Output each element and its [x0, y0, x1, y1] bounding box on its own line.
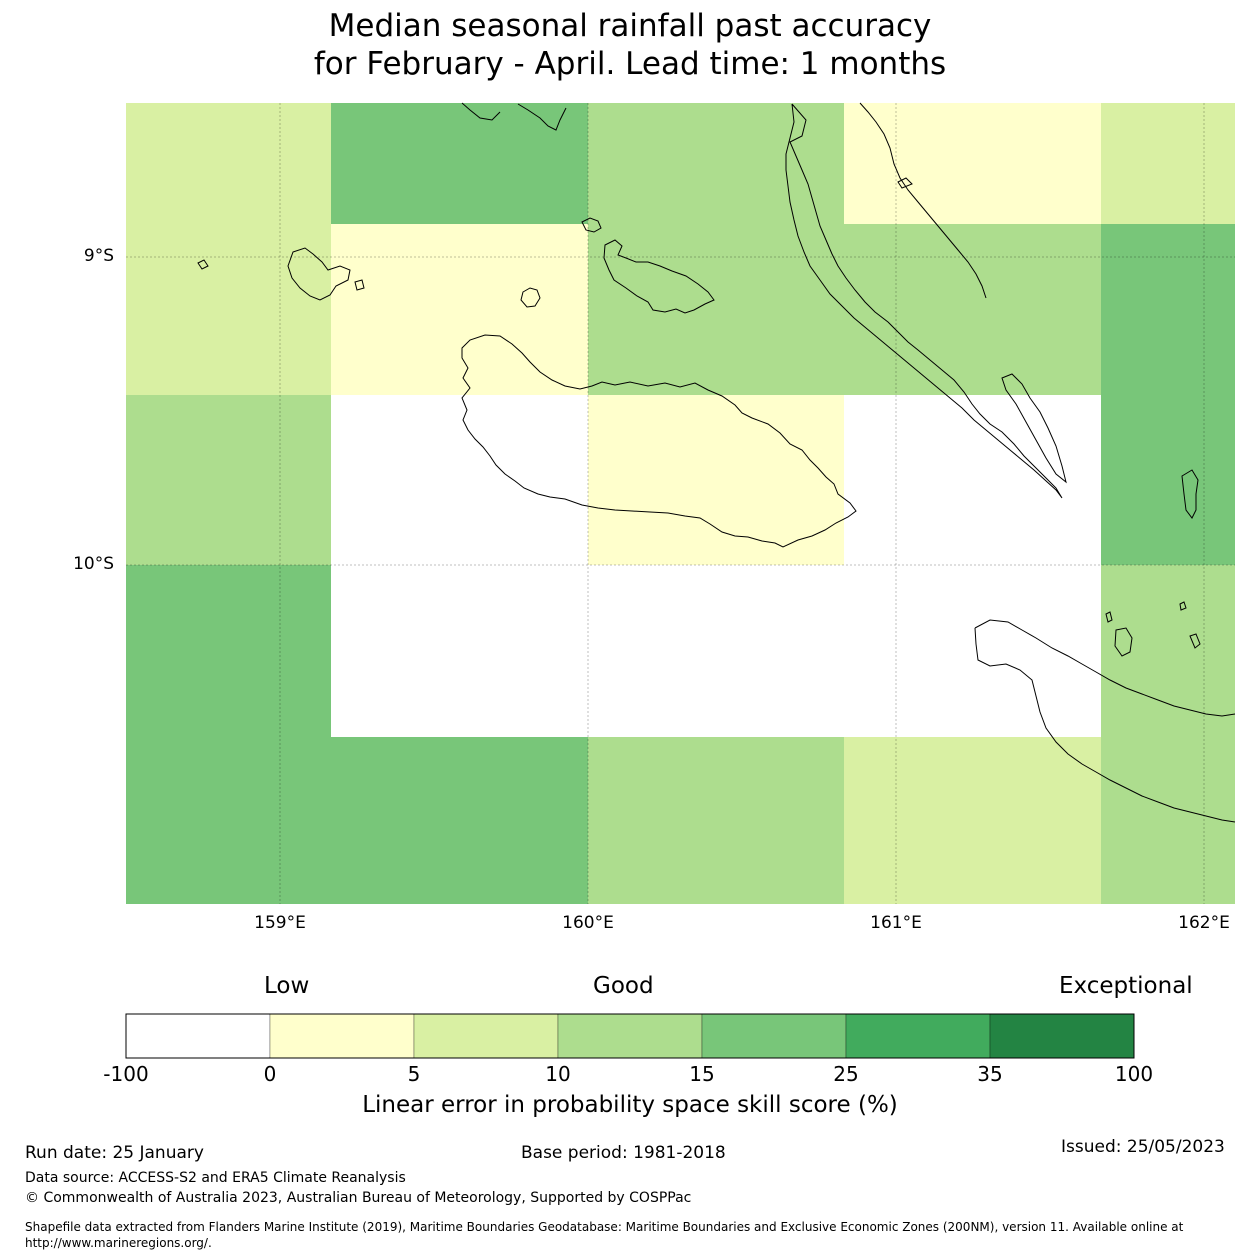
colorbar-tick-label: 100: [1114, 1062, 1154, 1086]
coastline-nggela-islet: [581, 217, 602, 233]
grid-cell: [844, 565, 1101, 737]
lon-label-159e: 159°E: [254, 913, 306, 933]
lon-label-160e: 160°E: [562, 913, 614, 933]
colorbar-swatch: [845, 1013, 991, 1059]
map-title-line1: Median seasonal rainfall past accuracy: [328, 8, 932, 44]
colorbar-swatch: [269, 1013, 415, 1059]
colorbar-tick-label: 0: [263, 1062, 277, 1086]
colorbar-tick-label: 25: [833, 1062, 859, 1086]
coastline-islet-east: [1001, 373, 1067, 484]
colorbar-swatch: [989, 1013, 1135, 1059]
coastlines: [197, 102, 1236, 823]
grid-cell: [126, 737, 331, 904]
coastline-nggela: [603, 239, 715, 314]
run-date: Run date: 25 January: [25, 1143, 204, 1163]
colorbar-tick-label: 35: [977, 1062, 1003, 1086]
colorbar-swatch: [413, 1013, 559, 1059]
grid-cell: [1101, 565, 1235, 737]
coastline-russell-islet-2: [197, 259, 209, 270]
map-title-line2: for February - April. Lead time: 1 month…: [313, 46, 947, 82]
lon-label-161e: 161°E: [870, 913, 922, 933]
coastline-islet-se-3: [1179, 601, 1187, 611]
coastline-guadalcanal: [461, 334, 857, 548]
colorbar-frame: [125, 1013, 1135, 1059]
coastline-malaita: [1181, 469, 1199, 519]
grid-cell: [1101, 737, 1235, 904]
grid-cell: [331, 224, 588, 395]
coastline-russell: [287, 247, 351, 301]
colorbar-word-low: Low: [264, 973, 310, 999]
grid-cell: [588, 395, 844, 565]
colorbar-swatch: [701, 1013, 847, 1059]
colorbar-tick-label: -100: [103, 1062, 149, 1086]
grid-cell: [588, 565, 844, 737]
coastline-santa-isabel: [461, 102, 1063, 499]
colorbar-tick-label: 10: [545, 1062, 571, 1086]
colorbar-label: Linear error in probability space skill …: [362, 1092, 898, 1118]
lon-label-162e: 162°E: [1178, 913, 1230, 933]
coastline-islet-se-4: [1189, 633, 1201, 649]
base-period: Base period: 1981-2018: [521, 1143, 726, 1163]
coastline-makira: [974, 619, 1236, 823]
skill-map: [126, 102, 1236, 904]
grid-cell: [126, 224, 331, 395]
grid-cell: [331, 737, 588, 904]
grid-cell: [126, 395, 331, 565]
colorbar-swatches: [125, 1013, 1135, 1059]
lat-label-9s: 9°S: [83, 246, 114, 266]
grid-cell: [1101, 103, 1235, 224]
colorbar-swatch: [557, 1013, 703, 1059]
shapefile-credit-line1: Shapefile data extracted from Flanders M…: [25, 1220, 1184, 1234]
colorbar-word-exceptional: Exceptional: [1059, 973, 1193, 999]
grid-cell: [126, 103, 331, 224]
coastline-islet-se: [1114, 627, 1133, 657]
grid-cell: [588, 737, 844, 904]
coastline-russell-islet: [354, 279, 365, 291]
grid-cell: [844, 103, 1101, 224]
coastline-savo: [520, 287, 541, 308]
colorbar-tick-label: 5: [407, 1062, 421, 1086]
skill-grid: [126, 103, 1235, 904]
coastline-islet-se-2: [1105, 611, 1113, 623]
shapefile-credit-line2: http://www.marineregions.org/.: [25, 1236, 212, 1250]
grid-cell: [844, 395, 1101, 565]
graticule: [126, 103, 1235, 904]
grid-cell: [331, 395, 588, 565]
colorbar-tick-label: 15: [689, 1062, 715, 1086]
grid-cell: [126, 565, 331, 737]
data-source: Data source: ACCESS-S2 and ERA5 Climate …: [25, 1170, 406, 1186]
grid-cell: [331, 103, 588, 224]
copyright: © Commonwealth of Australia 2023, Austra…: [25, 1190, 692, 1206]
colorbar-swatch: [125, 1013, 271, 1059]
lat-label-10s: 10°S: [73, 554, 114, 574]
grid-cell: [844, 224, 1101, 395]
grid-cell: [588, 103, 844, 224]
grid-cell: [588, 224, 844, 395]
grid-cell: [1101, 395, 1235, 565]
grid-cell: [331, 565, 588, 737]
grid-cell: [1101, 224, 1235, 395]
grid-cell: [844, 737, 1101, 904]
issued-date: Issued: 25/05/2023: [1061, 1137, 1225, 1157]
coastline-santa-isabel-east: [859, 102, 987, 299]
colorbar-word-good: Good: [593, 973, 654, 999]
